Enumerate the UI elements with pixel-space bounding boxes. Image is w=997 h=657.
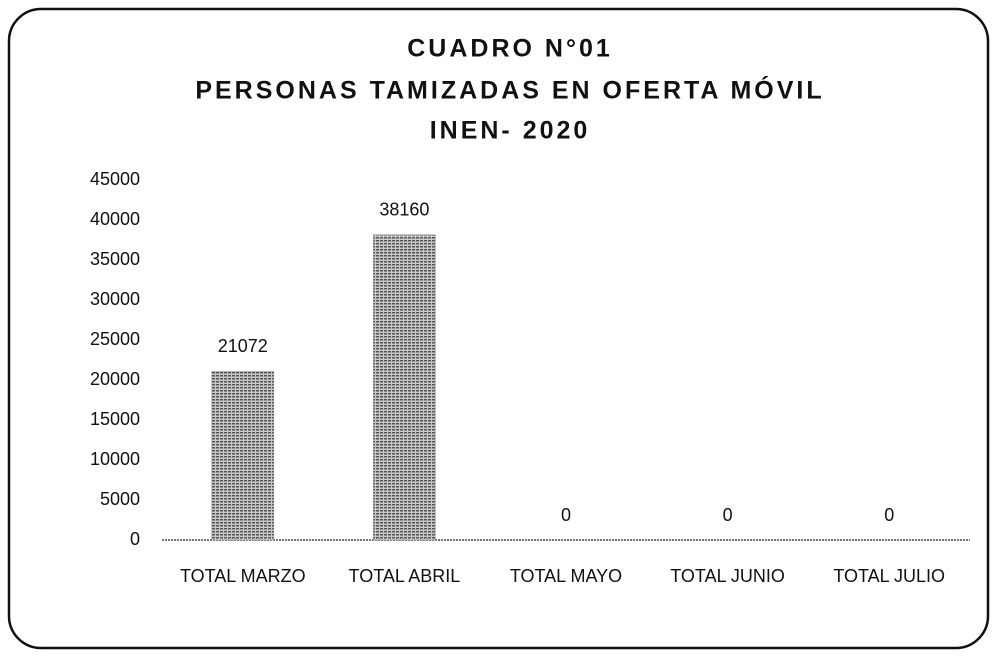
x-tick-label: TOTAL MARZO bbox=[180, 566, 306, 586]
chart-title: CUADRO N°01 bbox=[407, 35, 613, 63]
value-label: 21072 bbox=[218, 336, 268, 356]
x-tick-label: TOTAL JUNIO bbox=[670, 566, 785, 586]
value-label: 0 bbox=[561, 505, 571, 525]
bar bbox=[373, 234, 436, 541]
x-tick-label: TOTAL JULIO bbox=[833, 566, 945, 586]
y-tick-label: 20000 bbox=[90, 369, 140, 389]
y-tick-label: 10000 bbox=[90, 449, 140, 469]
x-tick-label: TOTAL ABRIL bbox=[349, 566, 461, 586]
chart-title: INEN- 2020 bbox=[430, 117, 591, 145]
x-tick-label: TOTAL MAYO bbox=[510, 566, 622, 586]
value-label: 0 bbox=[884, 505, 894, 525]
y-tick-label: 40000 bbox=[90, 209, 140, 229]
y-tick-label: 25000 bbox=[90, 329, 140, 349]
y-tick-label: 5000 bbox=[100, 489, 140, 509]
frame bbox=[7, 7, 990, 650]
bar bbox=[211, 371, 275, 541]
y-tick-label: 15000 bbox=[90, 409, 140, 429]
value-label: 0 bbox=[723, 505, 733, 525]
y-tick-label: 30000 bbox=[90, 289, 140, 309]
y-tick-label: 0 bbox=[130, 529, 140, 549]
y-tick-label: 45000 bbox=[90, 169, 140, 189]
chart-title: PERSONAS TAMIZADAS EN OFERTA MÓVIL bbox=[195, 75, 824, 105]
y-tick-label: 35000 bbox=[90, 249, 140, 269]
value-label: 38160 bbox=[379, 199, 429, 219]
